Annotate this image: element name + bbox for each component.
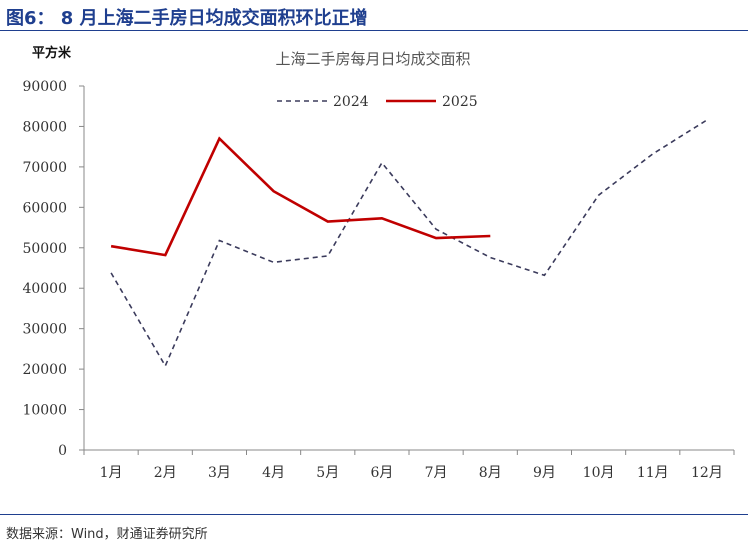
y-axis-unit-label: 平方米 [32,45,72,61]
x-tick-label: 8月 [479,465,502,481]
legend: 2024 2025 [277,94,478,110]
y-tick-label: 90000 [22,79,67,95]
x-tick-label: 11月 [637,465,669,481]
x-tick-label: 10月 [583,465,615,481]
y-tick-label: 0 [58,443,67,459]
y-tick-label: 10000 [22,403,67,419]
x-tick-label: 2月 [154,465,177,481]
y-tick-label: 80000 [22,119,67,135]
series-layer [110,119,708,368]
x-tick-label: 5月 [316,465,339,481]
source-note: 数据来源：Wind，财通证券研究所 [6,527,208,542]
y-tick-label: 30000 [22,322,67,338]
x-axis-ticks: 1月 2月 3月 4月 5月 6月 7月 8月 9月 10月 11月 12月 [83,450,735,481]
y-axis-ticks: 0 10000 20000 30000 40000 50000 60000 70000 8000… [22,79,84,459]
y-tick-label: 60000 [22,200,67,216]
figure-title: 图6： 8 月上海二手房日均成交面积环比正增 [6,8,368,29]
legend-label-2024: 2024 [333,94,369,110]
x-tick-label: 9月 [533,465,556,481]
x-tick-label: 6月 [370,465,393,481]
footer-divider [0,514,748,515]
title-divider [0,30,748,31]
y-tick-label: 20000 [22,362,67,378]
series-line-2024 [110,119,708,368]
x-tick-label: 1月 [100,465,123,481]
x-tick-label: 4月 [262,465,285,481]
y-tick-label: 50000 [22,241,67,257]
line-chart: 平方米 上海二手房每月日均成交面积 2024 2025 0 10000 20000 30… [22,45,735,481]
x-tick-label: 3月 [208,465,231,481]
x-tick-label: 7月 [425,465,448,481]
chart-title: 上海二手房每月日均成交面积 [275,50,470,68]
legend-label-2025: 2025 [442,94,478,110]
y-tick-label: 70000 [22,160,67,176]
y-tick-label: 40000 [22,281,67,297]
series-line-2025 [110,136,491,257]
x-tick-label: 12月 [691,465,723,481]
